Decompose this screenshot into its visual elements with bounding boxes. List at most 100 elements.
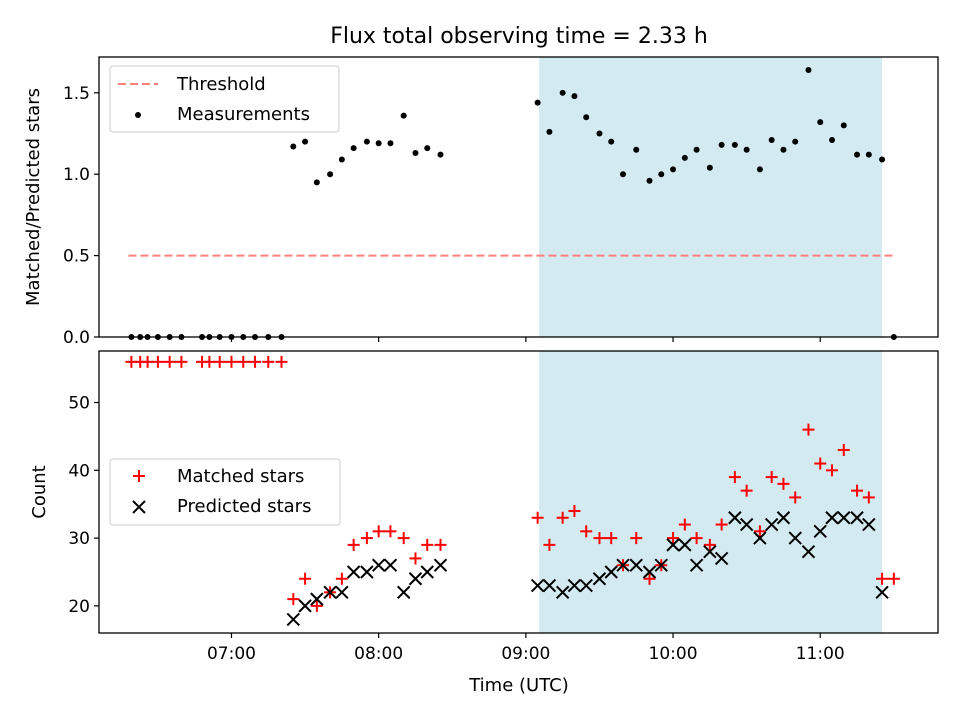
predicted-stars-point [642,565,657,579]
highlight-span-top [539,57,883,337]
measurements-point [583,114,590,121]
count-y-tick-label: 20 [68,597,90,617]
measurements-point [327,171,334,178]
measurements-point [792,138,799,145]
measurements-point [879,156,886,163]
measurements-point [743,146,750,153]
matched-stars-point [531,511,544,524]
measurements-point [412,150,419,157]
count-x-tick-label: 11:00 [796,644,845,664]
predicted-stars-point [875,585,889,600]
ratio-legend: Threshold Measurements [109,65,340,133]
legend-predicted-swatch [132,500,146,514]
measurements-point [756,166,763,173]
matched-stars-point [837,443,850,456]
count-panel-frame [98,350,939,634]
predicted-stars-point [579,578,593,593]
matched-stars-point [887,572,900,585]
legend-matched-label: Matched stars [177,466,304,487]
matched-stars-point [434,538,447,551]
matched-stars-point [262,355,275,368]
matched-stars-point [347,538,360,551]
predicted-stars-point [714,551,729,566]
matched-stars-point [715,518,728,531]
predicted-stars-point [335,585,349,600]
matched-stars-point [237,355,250,368]
legend-measurements-swatch [135,112,141,118]
matched-stars-point [372,525,385,538]
legend-measurements-label: Measurements [177,104,310,125]
matched-stars-point [643,572,656,585]
ratio-y-tick-label: 1.5 [63,84,90,104]
predicted-stars-point [629,558,643,572]
predicted-stars-point [728,511,742,525]
matched-stars-point [175,355,188,368]
predicted-stars-point [555,585,570,600]
predicted-stars-point [323,585,337,600]
count-x-tick-label: 07:00 [207,644,256,664]
count-y-tick-label: 40 [68,461,90,481]
ratio-y-ticks: 0.0 0.5 1.0 1.5 [63,84,99,348]
measurements-point [375,140,382,147]
predicted-stars-point [371,558,386,572]
predicted-stars-point [689,558,704,572]
measurements-point [681,154,688,161]
predicted-stars-point [604,565,618,579]
measurements-point [313,179,320,186]
predicted-stars-point [703,544,717,559]
matched-stars-point [275,355,288,368]
count-y-tick-label: 30 [68,529,90,549]
measurements-point [620,171,627,178]
predicted-stars-point [654,558,668,572]
matched-stars-point [876,572,889,585]
predicted-stars-point [801,544,816,559]
matched-stars-point [851,484,864,497]
ratio-y-tick-label: 0.5 [63,247,90,267]
matched-stars-point [690,532,703,545]
predicted-stars-point [298,599,312,613]
matched-stars-point [580,525,593,538]
matched-stars-point [299,572,312,585]
count-x-tick-label: 10:00 [649,644,698,664]
count-x-ticks: 07:00 08:00 09:00 10:00 11:00 [207,633,845,664]
measurements-point [693,146,700,153]
matched-stars-point [421,538,434,551]
predicted-stars-point [813,524,827,539]
predicted-stars-point [542,578,557,593]
predicted-stars-point [567,578,582,593]
measurements-point [658,171,665,178]
measurements-point [780,146,787,153]
matched-stars-point [335,572,348,585]
matched-stars-point [310,599,323,612]
matched-stars-point [163,355,176,368]
measurements-point [865,151,872,158]
measurements-point [829,137,836,144]
measurements-point [387,140,394,147]
measurements-point [817,119,824,126]
predicted-stars-point [433,558,448,572]
predicted-stars-point [739,517,754,532]
matched-stars-point [141,355,154,368]
matched-stars-point [409,552,422,565]
measurements-point [571,93,578,100]
ratio-y-tick-label: 0.0 [63,328,90,348]
ratio-panel-frame [98,56,939,338]
predicted-stars-point [666,538,680,552]
measurements-point [302,138,309,145]
matched-stars-point [397,532,410,545]
measurements-point [633,146,640,153]
matched-stars-point [605,532,618,545]
measurements-point [768,137,775,144]
ratio-y-tick-label: 1.0 [63,165,90,185]
measurements-point [546,128,553,135]
measurements-point [596,130,603,137]
ratio-y-axis-label: Matched/Predicted stars [23,88,44,306]
matched-stars-point [667,532,680,545]
matched-stars-point [287,593,300,606]
count-x-tick-label: 09:00 [501,644,550,664]
matched-stars-point [765,471,778,484]
matched-stars-point [213,355,226,368]
measurements-point [559,89,566,96]
measurements-point [534,99,541,106]
count-legend: Matched stars Predicted stars [109,458,341,526]
